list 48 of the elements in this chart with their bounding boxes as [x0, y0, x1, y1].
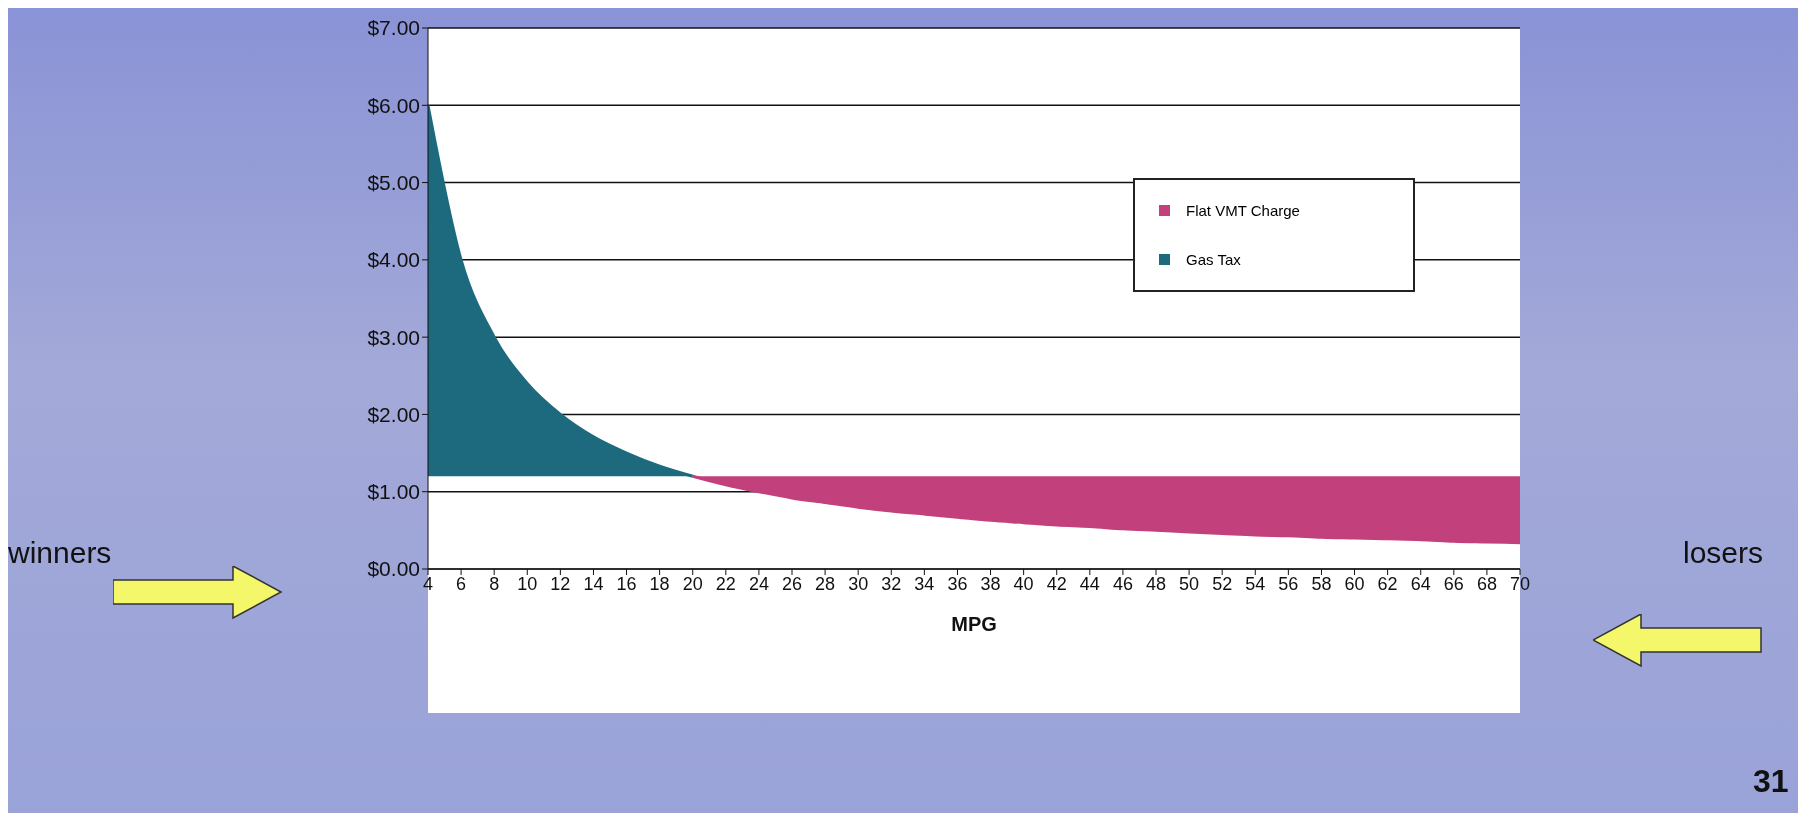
y-tick-label: $4.00: [367, 248, 420, 272]
x-tick-label: 40: [1013, 573, 1034, 594]
y-tick-label: $2.00: [367, 402, 420, 426]
y-tick-label: $1.00: [367, 480, 420, 504]
y-tick-label: $6.00: [367, 93, 420, 117]
x-tick-label: 12: [550, 573, 571, 594]
x-tick-label: 36: [947, 573, 968, 594]
x-tick-label: 10: [517, 573, 538, 594]
x-tick-label: 66: [1443, 573, 1464, 594]
x-tick-label: 68: [1476, 573, 1497, 594]
x-tick-label: 48: [1145, 573, 1167, 594]
text: losers: [1683, 536, 1764, 570]
legend-label: Gas Tax: [1186, 251, 1241, 268]
x-tick-label: 50: [1179, 573, 1200, 594]
x-tick-label: 4: [422, 573, 434, 594]
x-tick-label: 70: [1509, 573, 1531, 594]
x-tick-label: 52: [1212, 573, 1233, 594]
x-tick-label: 20: [682, 573, 703, 594]
x-tick-label: 34: [914, 573, 935, 594]
y-tick-label: $3.00: [367, 325, 420, 349]
y-tick-label: $0.00: [367, 557, 420, 581]
x-tick-label: 56: [1278, 573, 1299, 594]
text: 31: [1753, 763, 1789, 800]
x-tick-label: 24: [748, 573, 769, 594]
x-tick-label: 54: [1245, 573, 1266, 594]
x-axis-title: MPG: [951, 613, 997, 635]
x-tick-label: 62: [1377, 573, 1398, 594]
y-tick-label: $5.00: [367, 171, 420, 195]
y-tick-label: $7.00: [367, 16, 420, 40]
x-tick-label: 58: [1311, 573, 1332, 594]
legend-label: Flat VMT Charge: [1186, 202, 1300, 219]
x-tick-label: 16: [616, 573, 637, 594]
x-tick-label: 8: [489, 573, 500, 594]
x-tick-label: 26: [781, 573, 803, 594]
x-tick-label: 22: [715, 573, 736, 594]
x-tick-label: 32: [881, 573, 902, 594]
x-tick-label: 38: [980, 573, 1001, 594]
x-tick-label: 30: [848, 573, 869, 594]
text: winners: [8, 536, 112, 570]
x-tick-label: 18: [649, 573, 670, 594]
x-tick-label: 28: [815, 573, 836, 594]
x-tick-label: 6: [456, 573, 467, 594]
x-tick-label: 60: [1344, 573, 1365, 594]
x-tick-label: 44: [1079, 573, 1100, 594]
x-tick-label: 14: [583, 573, 604, 594]
x-tick-label: 64: [1410, 573, 1431, 594]
x-tick-label: 46: [1112, 573, 1133, 594]
x-tick-label: 42: [1046, 573, 1067, 594]
